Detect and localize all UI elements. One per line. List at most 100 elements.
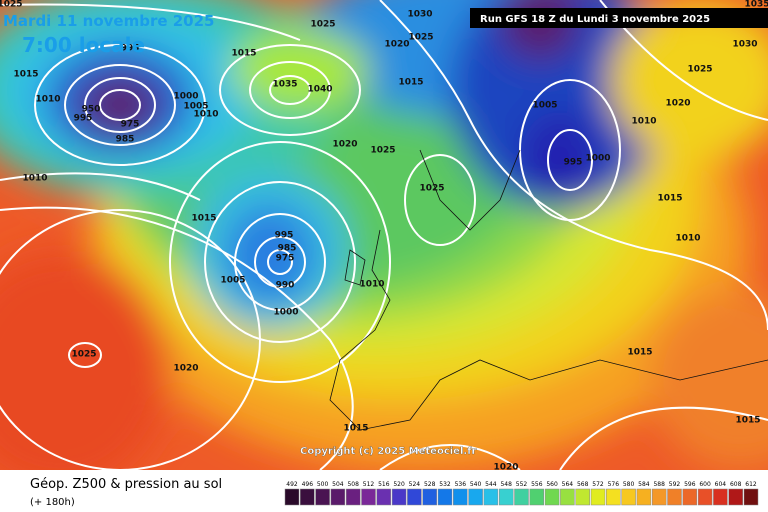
- isobar-label: 1005: [532, 101, 557, 111]
- legend-swatch: [728, 488, 743, 506]
- legend-swatch: [315, 488, 330, 506]
- isobar-label: 985: [116, 135, 135, 145]
- isobars: [0, 0, 768, 470]
- legend-value: 528: [424, 481, 436, 488]
- isobar-label: 1020: [332, 140, 357, 150]
- legend-swatch: [468, 488, 483, 506]
- legend-value: 536: [455, 481, 467, 488]
- isobar-label: 1030: [407, 10, 432, 20]
- legend-swatch: [284, 488, 300, 506]
- legend-swatch: [330, 488, 346, 506]
- legend-value: 592: [669, 481, 681, 488]
- legend-swatch: [606, 488, 621, 506]
- isobar-label: 1015: [13, 70, 38, 80]
- legend-value: 532: [439, 481, 451, 488]
- legend-value: 604: [715, 481, 727, 488]
- legend-swatch: [498, 488, 514, 506]
- footer-title: Géop. Z500 & pression au sol: [30, 477, 222, 492]
- isobar-label: 1015: [398, 78, 423, 88]
- isobar-label: 1010: [193, 110, 218, 120]
- legend-swatch: [514, 488, 529, 506]
- run-info: Run GFS 18 Z du Lundi 3 novembre 2025: [480, 14, 710, 25]
- legend-value: 500: [317, 481, 329, 488]
- legend-swatch: [743, 488, 759, 506]
- isobar-label: 1035: [744, 0, 768, 10]
- isobar-label: 1000: [173, 92, 198, 102]
- isobar-label: 1010: [22, 174, 47, 184]
- legend-swatch: [391, 488, 407, 506]
- legend-value: 524: [409, 481, 421, 488]
- isobar-label: 1000: [585, 154, 610, 164]
- isobar-label: 950: [82, 105, 101, 115]
- date: Mardi 11 novembre 2025: [3, 12, 215, 30]
- isobar-label: 1025: [419, 184, 444, 194]
- legend-swatch: [544, 488, 560, 506]
- isobar-label: 1020: [665, 99, 690, 109]
- isobar-label: 975: [276, 254, 295, 264]
- legend-value: 512: [363, 481, 375, 488]
- isobar-label: 1020: [173, 364, 198, 374]
- legend-swatch: [713, 488, 728, 506]
- isobar-label: 1025: [370, 146, 395, 156]
- isobar-label: 1025: [408, 33, 433, 43]
- isobar-label: 1010: [359, 280, 384, 290]
- legend-value: 540: [470, 481, 482, 488]
- color-legend: 492 496 500 504 508 512 516 520 524 528 532 536 540 5…: [284, 481, 759, 506]
- legend-value: 568: [577, 481, 589, 488]
- legend-value: 584: [638, 481, 650, 488]
- isobar-label: 995: [121, 44, 140, 54]
- time: 7:00 locale: [22, 33, 145, 57]
- legend-value: 600: [699, 481, 711, 488]
- isobar-label: 985: [278, 244, 297, 254]
- legend-value: 544: [485, 481, 497, 488]
- isobar-label: 1015: [627, 348, 652, 358]
- legend-value: 492: [286, 481, 298, 488]
- legend-value: 556: [531, 481, 543, 488]
- legend-value: 520: [393, 481, 405, 488]
- legend-value: 564: [562, 481, 574, 488]
- legend-value: 516: [378, 481, 390, 488]
- footer-lead: (+ 180h): [30, 497, 75, 508]
- coastlines: [329, 149, 768, 431]
- legend-swatch: [376, 488, 392, 506]
- isobar-label: 1030: [732, 40, 757, 50]
- legend-swatch: [651, 488, 667, 506]
- isobar-label: 995: [564, 158, 583, 168]
- isobar-label: 1010: [35, 95, 60, 105]
- legend-value: 504: [332, 481, 344, 488]
- legend-swatch: [560, 488, 575, 506]
- isobar-label: 1025: [0, 0, 23, 10]
- legend-swatch: [437, 488, 453, 506]
- geopotential-field: [0, 0, 768, 470]
- isobar-label: 1005: [220, 276, 245, 286]
- legend-swatch: [361, 488, 376, 506]
- legend-value: 608: [730, 481, 742, 488]
- legend-value: 508: [347, 481, 359, 488]
- isobar-label: 995: [74, 114, 93, 124]
- isobar-label: 1025: [310, 20, 335, 30]
- legend-value: 576: [608, 481, 620, 488]
- run-box: [470, 8, 768, 28]
- legend-value: 580: [623, 481, 635, 488]
- isobar-label: 1020: [493, 463, 518, 473]
- legend-value: 572: [592, 481, 604, 488]
- legend-swatch: [483, 488, 499, 506]
- isobar-label: 1015: [735, 416, 760, 426]
- isobar-label: 1000: [273, 308, 298, 318]
- legend-swatch: [575, 488, 590, 506]
- isobar-label: 975: [121, 120, 140, 130]
- legend-swatch: [529, 488, 545, 506]
- legend-swatch: [422, 488, 437, 506]
- isobar-label: 1015: [657, 194, 682, 204]
- isobar-label: 1025: [71, 350, 96, 360]
- legend-value: 552: [516, 481, 528, 488]
- isobar-label: 1040: [307, 85, 332, 95]
- isobar-label: 995: [275, 231, 294, 241]
- legend-swatch: [453, 488, 468, 506]
- legend-swatch: [407, 488, 422, 506]
- legend-value: 588: [653, 481, 665, 488]
- isobar-label: 1015: [231, 49, 256, 59]
- legend-value: 548: [500, 481, 512, 488]
- legend-swatch: [667, 488, 682, 506]
